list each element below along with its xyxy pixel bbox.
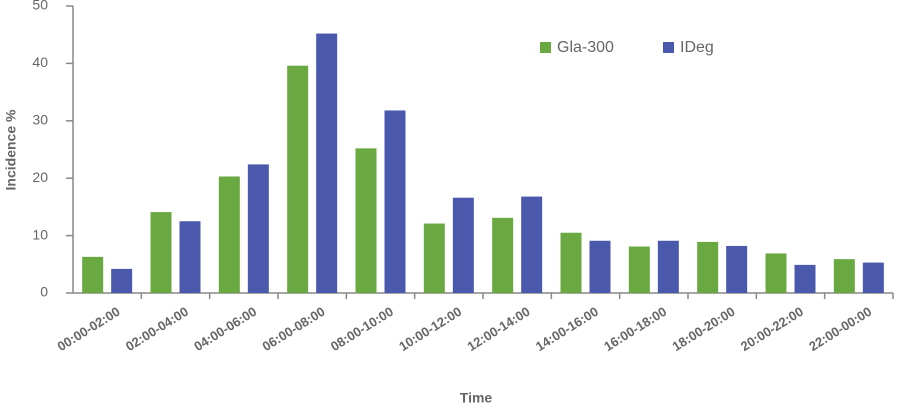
y-axis-label: Incidence %	[3, 109, 19, 190]
x-axis-label: Time	[460, 390, 493, 406]
x-tick-label: 04:00-06:00	[191, 304, 259, 354]
x-tick-label: 06:00-08:00	[260, 304, 328, 354]
legend-label: Gla-300	[557, 39, 614, 56]
bar	[833, 259, 855, 293]
x-tick-label: 02:00-04:00	[123, 304, 191, 354]
x-tick-label: 12:00-14:00	[465, 304, 533, 354]
legend-label: IDeg	[680, 39, 714, 56]
bar	[697, 241, 719, 293]
bar	[794, 264, 816, 293]
x-tick-label: 14:00-16:00	[533, 304, 601, 354]
bar	[657, 240, 679, 293]
bar	[765, 253, 787, 293]
x-tick-label: 08:00-10:00	[328, 304, 396, 354]
x-tick-label: 16:00-18:00	[601, 304, 669, 354]
bar	[355, 148, 377, 293]
x-tick-label: 18:00-20:00	[670, 304, 738, 354]
bar	[589, 240, 611, 293]
y-tick-label: 20	[32, 169, 48, 185]
bar	[384, 110, 406, 293]
bar	[150, 212, 172, 293]
bar	[423, 223, 445, 293]
bar	[862, 262, 884, 293]
bar	[492, 217, 514, 293]
y-tick-label: 50	[32, 0, 48, 13]
bar	[560, 232, 582, 293]
y-tick-label: 40	[32, 54, 48, 70]
x-tick-label: 00:00-02:00	[55, 304, 123, 354]
bar	[82, 256, 104, 293]
legend-swatch	[540, 42, 551, 53]
bar	[628, 246, 650, 293]
bar	[726, 245, 748, 293]
bar	[247, 164, 269, 293]
x-tick-label: 10:00-12:00	[396, 304, 464, 354]
x-tick-label: 20:00-22:00	[738, 304, 806, 354]
x-tick-label: 22:00-00:00	[806, 304, 874, 354]
y-tick-label: 30	[32, 112, 48, 128]
y-tick-label: 10	[32, 226, 48, 242]
bar	[521, 196, 543, 293]
bar	[287, 65, 309, 293]
bar	[452, 197, 474, 293]
bar	[111, 268, 133, 293]
legend-swatch	[663, 42, 674, 53]
bar	[218, 176, 240, 293]
y-tick-label: 0	[40, 284, 48, 300]
bar	[316, 33, 338, 293]
bar	[179, 221, 201, 293]
